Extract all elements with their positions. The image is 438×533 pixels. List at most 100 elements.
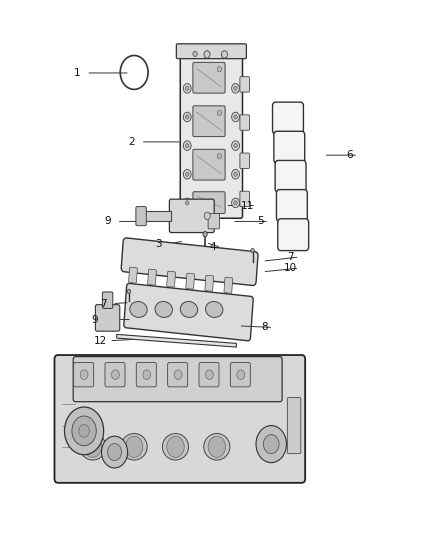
Circle shape	[221, 51, 227, 58]
Circle shape	[193, 51, 197, 56]
Circle shape	[112, 370, 119, 379]
Text: 5: 5	[257, 216, 264, 227]
Ellipse shape	[80, 433, 106, 460]
FancyBboxPatch shape	[186, 273, 194, 289]
Circle shape	[256, 425, 286, 463]
Circle shape	[263, 434, 279, 454]
Circle shape	[184, 198, 191, 208]
Text: 12: 12	[94, 336, 107, 346]
FancyBboxPatch shape	[240, 191, 250, 207]
Circle shape	[185, 143, 189, 148]
Circle shape	[185, 115, 189, 119]
Ellipse shape	[204, 433, 230, 460]
Text: 7: 7	[100, 298, 107, 309]
FancyBboxPatch shape	[170, 199, 214, 232]
FancyBboxPatch shape	[129, 267, 138, 283]
Circle shape	[208, 436, 226, 457]
Text: 11: 11	[240, 200, 254, 211]
Text: 3: 3	[155, 239, 161, 249]
FancyBboxPatch shape	[74, 362, 94, 387]
Circle shape	[174, 370, 182, 379]
Text: 9: 9	[92, 314, 98, 325]
Circle shape	[234, 86, 237, 91]
FancyBboxPatch shape	[177, 44, 247, 59]
Text: 7: 7	[287, 252, 294, 262]
FancyBboxPatch shape	[208, 214, 219, 229]
Polygon shape	[117, 334, 237, 347]
FancyBboxPatch shape	[102, 292, 113, 309]
Circle shape	[217, 110, 222, 115]
Circle shape	[204, 212, 210, 220]
Text: 9: 9	[105, 216, 111, 227]
Ellipse shape	[130, 302, 147, 318]
Circle shape	[185, 201, 189, 205]
FancyBboxPatch shape	[278, 219, 309, 251]
FancyBboxPatch shape	[136, 362, 156, 387]
Text: 6: 6	[346, 150, 353, 160]
Circle shape	[143, 370, 151, 379]
Circle shape	[232, 169, 240, 179]
FancyBboxPatch shape	[193, 149, 225, 180]
FancyBboxPatch shape	[136, 207, 146, 225]
FancyBboxPatch shape	[276, 190, 307, 221]
Ellipse shape	[162, 433, 188, 460]
Circle shape	[234, 201, 237, 205]
Circle shape	[184, 169, 191, 179]
Circle shape	[234, 115, 237, 119]
Circle shape	[185, 86, 189, 91]
FancyBboxPatch shape	[124, 284, 253, 341]
FancyBboxPatch shape	[168, 362, 187, 387]
Circle shape	[184, 141, 191, 150]
Ellipse shape	[155, 302, 173, 318]
FancyBboxPatch shape	[275, 160, 306, 192]
FancyBboxPatch shape	[180, 55, 243, 218]
Text: 4: 4	[209, 243, 216, 253]
FancyBboxPatch shape	[193, 62, 225, 93]
Circle shape	[185, 172, 189, 176]
FancyBboxPatch shape	[287, 398, 301, 454]
Circle shape	[127, 289, 131, 294]
Circle shape	[79, 424, 89, 437]
FancyBboxPatch shape	[240, 153, 250, 168]
Circle shape	[64, 407, 104, 455]
FancyBboxPatch shape	[272, 102, 304, 134]
Circle shape	[203, 231, 207, 237]
Ellipse shape	[205, 302, 223, 318]
Circle shape	[237, 370, 245, 379]
FancyBboxPatch shape	[274, 131, 305, 163]
Circle shape	[217, 67, 222, 72]
FancyBboxPatch shape	[205, 275, 214, 291]
Polygon shape	[143, 211, 171, 221]
Circle shape	[205, 370, 213, 379]
Circle shape	[234, 172, 237, 176]
Circle shape	[102, 436, 127, 468]
FancyBboxPatch shape	[73, 357, 282, 402]
Circle shape	[232, 84, 240, 93]
FancyBboxPatch shape	[240, 115, 250, 130]
FancyBboxPatch shape	[230, 362, 251, 387]
FancyBboxPatch shape	[148, 269, 156, 285]
Circle shape	[80, 370, 88, 379]
FancyBboxPatch shape	[224, 277, 233, 293]
Circle shape	[217, 154, 222, 159]
Circle shape	[184, 84, 191, 93]
Text: 2: 2	[129, 137, 135, 147]
Text: 8: 8	[261, 322, 268, 333]
Circle shape	[108, 443, 121, 461]
FancyBboxPatch shape	[121, 238, 258, 286]
Circle shape	[125, 436, 143, 457]
Text: 10: 10	[284, 263, 297, 273]
FancyBboxPatch shape	[199, 362, 219, 387]
Text: 1: 1	[74, 68, 81, 78]
Circle shape	[167, 436, 184, 457]
Circle shape	[232, 112, 240, 122]
Circle shape	[232, 198, 240, 208]
FancyBboxPatch shape	[193, 106, 225, 136]
FancyBboxPatch shape	[95, 305, 120, 331]
FancyBboxPatch shape	[54, 355, 305, 483]
Circle shape	[251, 248, 254, 253]
Circle shape	[232, 141, 240, 150]
Circle shape	[234, 143, 237, 148]
FancyBboxPatch shape	[240, 77, 250, 92]
Circle shape	[72, 416, 96, 446]
